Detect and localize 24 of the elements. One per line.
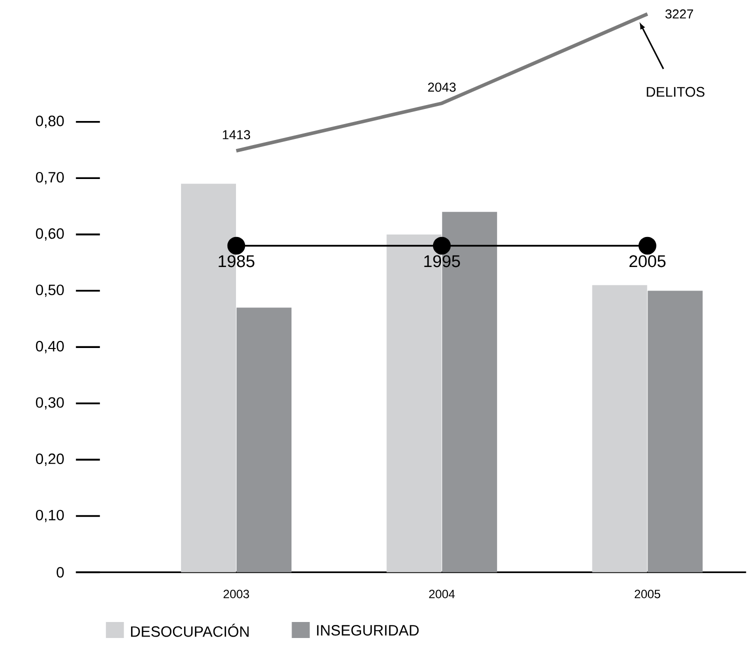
y-tick-label: 0,30 bbox=[36, 397, 64, 410]
x-tick-label: 2003 bbox=[224, 590, 250, 598]
text: DELITOS bbox=[646, 86, 704, 97]
y-tick-label: 0,50 bbox=[36, 284, 64, 297]
y-tick-label: 0,70 bbox=[36, 172, 64, 184]
x-tick-label: 2004 bbox=[429, 590, 455, 598]
bar bbox=[236, 308, 292, 572]
legend-label: INSEGURIDAD bbox=[317, 624, 419, 636]
y-tick-label: 0,80 bbox=[36, 116, 64, 128]
annotation: 2005 bbox=[629, 255, 666, 268]
bar bbox=[648, 290, 703, 572]
data-label: 2043 bbox=[428, 82, 456, 92]
annotation: 1985 bbox=[218, 255, 254, 268]
x-tick-label: 2005 bbox=[634, 590, 660, 598]
legend-label: DESOCUPACIÓN bbox=[131, 624, 249, 637]
annotation: 1995 bbox=[424, 255, 460, 268]
data-label: 1413 bbox=[222, 130, 250, 140]
y-tick-label: 0,20 bbox=[36, 453, 64, 466]
y-tick-label: 0,40 bbox=[36, 340, 64, 354]
y-tick-label: 0,10 bbox=[36, 510, 64, 522]
bar bbox=[592, 285, 648, 572]
data-label: 3227 bbox=[665, 9, 694, 18]
y-tick-label: 0,60 bbox=[36, 228, 64, 241]
y-tick-label: 0 bbox=[56, 566, 64, 578]
